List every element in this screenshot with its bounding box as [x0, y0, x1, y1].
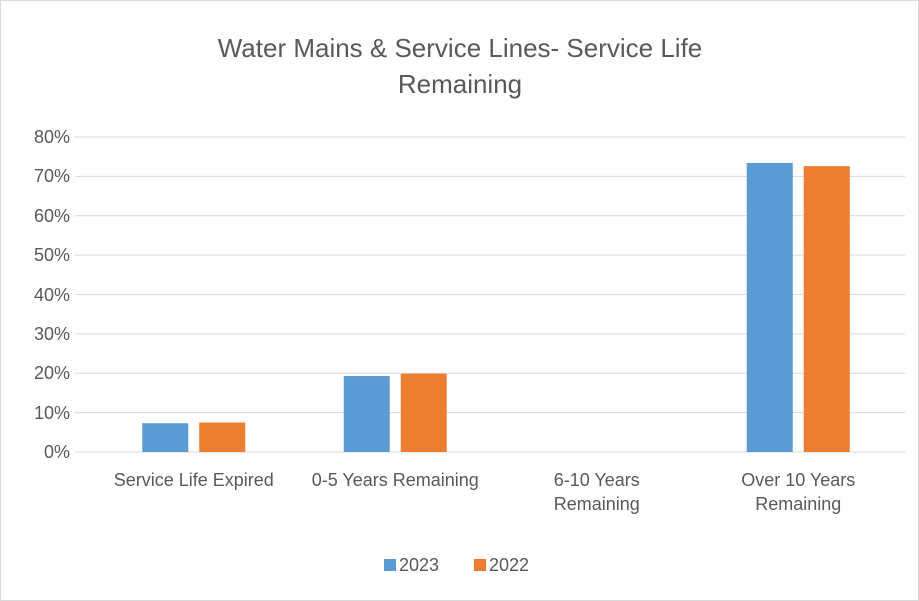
legend-swatch [474, 559, 486, 571]
y-tick-label: 50% [33, 245, 70, 266]
y-tick-label: 60% [33, 205, 70, 226]
legend-label: 2022 [489, 555, 530, 575]
bar [746, 162, 793, 453]
bar [142, 423, 189, 452]
y-tick-label: 80% [33, 127, 70, 147]
y-tick-label: 70% [33, 166, 70, 187]
y-tick-label: 0% [43, 442, 70, 462]
y-tick-label: 30% [33, 323, 70, 344]
bar [803, 166, 850, 452]
bar [400, 373, 447, 452]
y-tick-label: 40% [33, 284, 70, 305]
bar [343, 376, 390, 452]
y-tick-label: 20% [33, 363, 70, 384]
x-tick-label: Service Life Expired [113, 470, 274, 490]
y-tick-label: 10% [33, 402, 70, 423]
x-tick-label: 0-5 Years Remaining [311, 470, 479, 490]
legend-swatch [384, 559, 396, 571]
chart-title: Water Mains & Service Lines- Service Lif… [217, 33, 703, 99]
bar [199, 422, 246, 452]
x-tick-label: 6-10 Years Remaining [553, 470, 640, 514]
legend-label: 2023 [399, 555, 440, 575]
x-tick-label: Over 10 Years Remaining [741, 470, 856, 514]
